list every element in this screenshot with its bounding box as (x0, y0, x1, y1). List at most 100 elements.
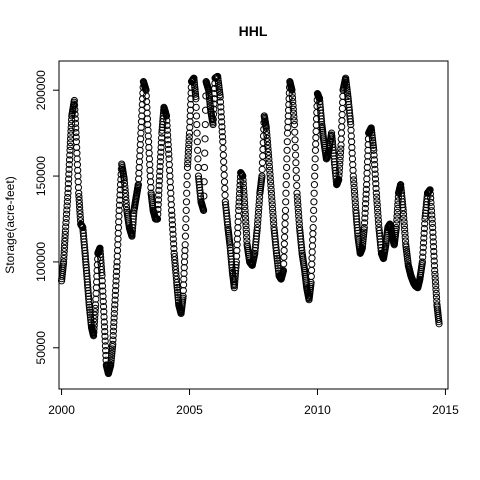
data-point (360, 230, 368, 239)
data-point (342, 74, 350, 82)
data-point (400, 218, 408, 226)
data-point (235, 198, 243, 206)
data-point (351, 195, 359, 203)
data-point (191, 90, 200, 98)
data-point (214, 72, 222, 81)
data-point (241, 202, 249, 211)
data-point (293, 197, 302, 205)
data-point (164, 131, 172, 139)
data-point (62, 214, 70, 223)
data-point (370, 146, 378, 154)
data-point (72, 128, 80, 137)
data-point (190, 81, 199, 89)
data-point (217, 113, 225, 121)
data-point (157, 143, 165, 152)
data-point (164, 136, 172, 144)
data-point (264, 144, 272, 153)
data-point (76, 206, 84, 214)
data-point (216, 88, 224, 97)
data-point (157, 153, 165, 161)
data-point (293, 182, 301, 190)
data-point (375, 220, 383, 228)
data-point (111, 296, 119, 304)
data-point (192, 112, 201, 120)
data-point (115, 201, 124, 209)
data-point (267, 189, 276, 197)
data-point (99, 287, 107, 295)
data-point (111, 291, 119, 299)
data-point (269, 216, 277, 224)
data-point (218, 118, 226, 126)
data-point (295, 220, 303, 228)
data-point (90, 318, 99, 326)
data-point (153, 215, 162, 223)
data-point (291, 128, 299, 136)
data-point (99, 292, 107, 300)
data-point (240, 187, 248, 195)
data-point (108, 345, 116, 353)
data-point (120, 179, 129, 187)
data-points (57, 72, 443, 378)
data-point (66, 151, 74, 159)
data-point (201, 135, 209, 143)
data-point (420, 234, 428, 242)
data-point (254, 208, 263, 216)
data-point (282, 181, 290, 189)
data-point (71, 106, 79, 114)
data-point (282, 189, 290, 197)
data-point (200, 192, 208, 200)
data-point (86, 313, 95, 321)
data-point (361, 209, 369, 217)
data-point (309, 215, 317, 223)
data-point (399, 206, 407, 214)
data-point (63, 206, 71, 214)
data-point (360, 219, 369, 227)
data-point (65, 156, 74, 164)
data-point (335, 164, 344, 172)
data-point (373, 201, 381, 209)
data-point (283, 138, 291, 146)
data-point (163, 121, 171, 130)
data-point (111, 286, 120, 295)
data-point (200, 163, 209, 172)
data-point (262, 124, 270, 132)
data-point (367, 126, 376, 135)
y-tick-label: 200000 (34, 70, 48, 110)
data-point (292, 159, 300, 167)
data-point (336, 153, 344, 161)
data-point (163, 117, 171, 125)
data-point (290, 113, 298, 121)
data-point (190, 76, 198, 85)
data-point (170, 244, 178, 253)
data-point (254, 220, 262, 228)
y-tick-label: 100000 (34, 242, 48, 282)
data-point (110, 323, 118, 331)
data-point (368, 134, 376, 142)
data-point (191, 83, 199, 91)
x-tick-label: 2010 (304, 403, 331, 417)
data-point (403, 250, 411, 258)
data-point (112, 272, 120, 280)
data-point (373, 193, 381, 201)
data-point (419, 244, 427, 252)
data-point (419, 248, 427, 256)
data-point (255, 201, 263, 209)
data-point (239, 180, 247, 188)
data-point (268, 204, 277, 213)
data-point (122, 199, 130, 208)
data-point (190, 79, 198, 87)
data-point (291, 143, 299, 152)
data-point (185, 144, 193, 152)
data-point (62, 219, 70, 227)
data-point (290, 120, 299, 129)
data-point (154, 210, 162, 218)
data-point (210, 100, 218, 108)
data-point (70, 101, 79, 109)
data-point (368, 129, 376, 137)
data-point (311, 155, 319, 163)
data-point (214, 79, 223, 87)
data-point (432, 293, 441, 301)
data-point (155, 172, 164, 180)
data-point (267, 185, 275, 194)
